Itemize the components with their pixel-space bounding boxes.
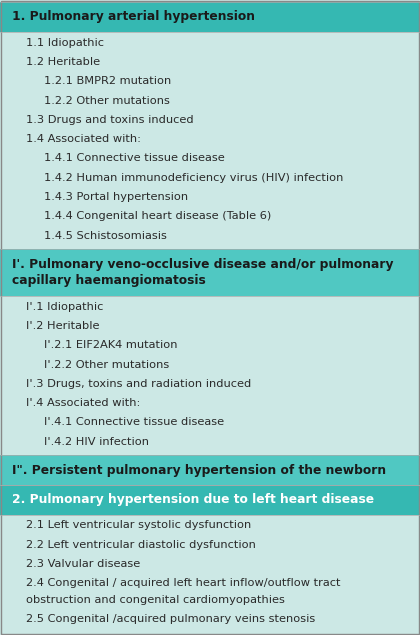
Bar — [0, 455, 420, 485]
Text: 2. Pulmonary hypertension due to left heart disease: 2. Pulmonary hypertension due to left he… — [12, 493, 374, 506]
Text: 1. Pulmonary arterial hypertension: 1. Pulmonary arterial hypertension — [12, 10, 255, 23]
Text: 2.4 Congenital / acquired left heart inflow/outflow tract: 2.4 Congenital / acquired left heart inf… — [26, 578, 341, 589]
Text: 1.4.3 Portal hypertension: 1.4.3 Portal hypertension — [44, 192, 188, 202]
Text: capillary haemangiomatosis: capillary haemangiomatosis — [12, 274, 206, 287]
Text: 1.3 Drugs and toxins induced: 1.3 Drugs and toxins induced — [26, 115, 194, 125]
Text: I'.4 Associated with:: I'.4 Associated with: — [26, 398, 140, 408]
Text: I'.1 Idiopathic: I'.1 Idiopathic — [26, 302, 103, 312]
Text: 2.3 Valvular disease: 2.3 Valvular disease — [26, 559, 140, 569]
Text: 1.4.4 Congenital heart disease (Table 6): 1.4.4 Congenital heart disease (Table 6) — [44, 211, 271, 222]
Bar — [0, 2, 420, 32]
Text: I'. Pulmonary veno-occlusive disease and/or pulmonary: I'. Pulmonary veno-occlusive disease and… — [12, 258, 394, 271]
Text: 1.2 Heritable: 1.2 Heritable — [26, 57, 100, 67]
Text: I'.3 Drugs, toxins and radiation induced: I'.3 Drugs, toxins and radiation induced — [26, 379, 251, 389]
Text: 1.2.2 Other mutations: 1.2.2 Other mutations — [44, 95, 170, 105]
Text: I'.4.1 Connective tissue disease: I'.4.1 Connective tissue disease — [44, 417, 224, 427]
Text: 1.2.1 BMPR2 mutation: 1.2.1 BMPR2 mutation — [44, 76, 171, 86]
Text: 1.4 Associated with:: 1.4 Associated with: — [26, 134, 141, 144]
Text: I". Persistent pulmonary hypertension of the newborn: I". Persistent pulmonary hypertension of… — [12, 464, 386, 477]
Text: 1.1 Idiopathic: 1.1 Idiopathic — [26, 37, 104, 48]
Text: 2.5 Congenital /acquired pulmonary veins stenosis: 2.5 Congenital /acquired pulmonary veins… — [26, 615, 315, 624]
Text: I'.4.2 HIV infection: I'.4.2 HIV infection — [44, 437, 149, 447]
Text: 1.4.5 Schistosomiasis: 1.4.5 Schistosomiasis — [44, 231, 167, 241]
Text: I'.2.1 EIF2AK4 mutation: I'.2.1 EIF2AK4 mutation — [44, 340, 178, 350]
Text: 1.4.2 Human immunodeficiency virus (HIV) infection: 1.4.2 Human immunodeficiency virus (HIV)… — [44, 173, 344, 183]
Text: I'.2.2 Other mutations: I'.2.2 Other mutations — [44, 359, 169, 370]
Text: 1.4.1 Connective tissue disease: 1.4.1 Connective tissue disease — [44, 154, 225, 163]
Text: 2.2 Left ventricular diastolic dysfunction: 2.2 Left ventricular diastolic dysfuncti… — [26, 540, 256, 550]
Text: obstruction and congenital cardiomyopathies: obstruction and congenital cardiomyopath… — [26, 595, 285, 605]
Text: I'.2 Heritable: I'.2 Heritable — [26, 321, 100, 331]
Text: 2.1 Left ventricular systolic dysfunction: 2.1 Left ventricular systolic dysfunctio… — [26, 521, 251, 530]
Bar — [0, 485, 420, 514]
Bar — [0, 250, 420, 296]
